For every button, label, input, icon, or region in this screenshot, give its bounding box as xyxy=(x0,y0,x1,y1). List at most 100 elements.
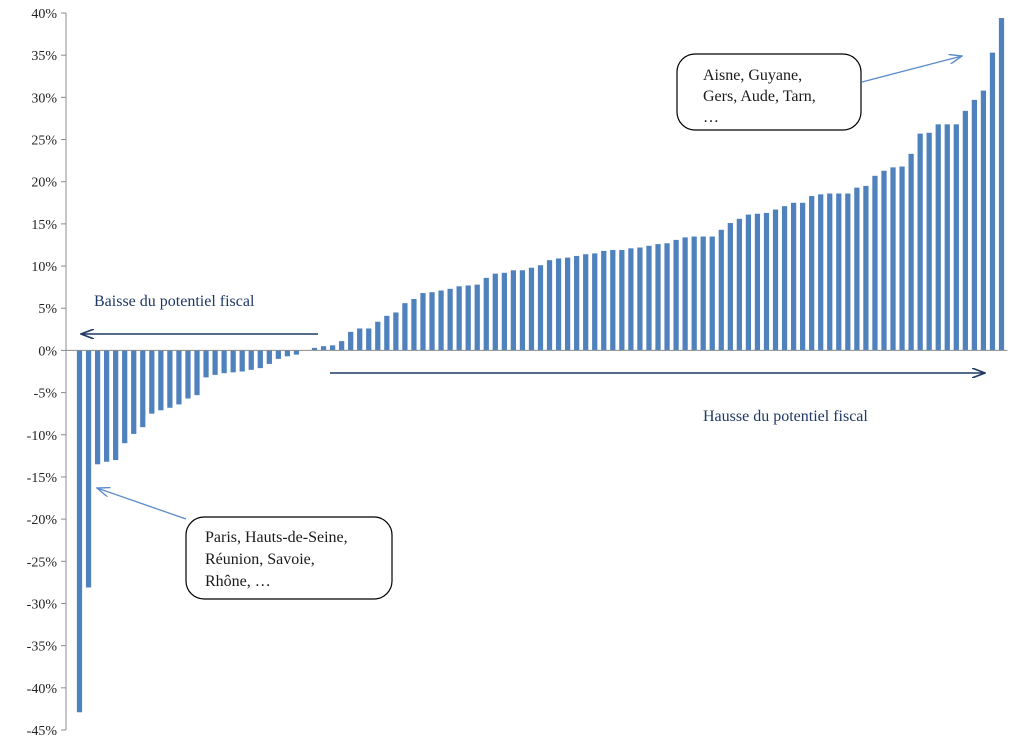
bar xyxy=(908,153,914,351)
y-tick-label: -15% xyxy=(27,471,58,486)
bar xyxy=(555,258,562,351)
bar xyxy=(754,213,761,351)
y-tick-label: -30% xyxy=(27,597,58,612)
bar xyxy=(709,236,715,351)
callout-bottom-line-3: Rhône, … xyxy=(205,573,271,590)
bar xyxy=(881,170,887,351)
y-tick-label: 40% xyxy=(31,7,57,22)
bar xyxy=(827,193,833,351)
hausse-label: Hausse du potentiel fiscal xyxy=(703,408,868,425)
bar xyxy=(519,270,526,351)
bar xyxy=(339,341,345,351)
bar xyxy=(158,350,164,411)
bar xyxy=(122,350,128,444)
bar xyxy=(257,350,263,369)
bar xyxy=(131,350,137,434)
bar xyxy=(140,350,146,428)
bar xyxy=(926,132,932,351)
bar xyxy=(248,350,254,370)
bar xyxy=(691,236,697,351)
bar xyxy=(438,290,444,351)
bar xyxy=(619,250,625,351)
bar xyxy=(574,255,580,351)
bar xyxy=(763,212,770,351)
bar xyxy=(790,202,797,351)
bar xyxy=(384,315,390,351)
bar xyxy=(610,250,616,351)
y-tick-label: 35% xyxy=(31,49,57,64)
bar xyxy=(510,270,516,351)
bar xyxy=(76,350,83,713)
bar xyxy=(836,193,842,351)
callout-bottom: Paris, Hauts-de-Seine, Réunion, Savoie, … xyxy=(97,488,393,600)
bar xyxy=(818,194,824,351)
baisse-label: Baisse du potentiel fiscal xyxy=(94,293,255,310)
bar xyxy=(601,250,607,351)
y-tick-label: 30% xyxy=(31,91,57,106)
bar xyxy=(185,350,191,399)
bars-layer xyxy=(66,18,1008,713)
bar xyxy=(637,247,643,351)
bar xyxy=(320,346,327,351)
y-tick-label: 0% xyxy=(38,344,57,359)
callout-bottom-line-2: Réunion, Savoie, xyxy=(205,551,315,568)
y-tick-label: -10% xyxy=(27,429,58,444)
bar xyxy=(113,350,119,461)
bar xyxy=(854,187,860,351)
y-tick-label: -40% xyxy=(27,682,58,697)
bar xyxy=(528,267,535,351)
bar xyxy=(917,133,923,351)
y-tick-label: -25% xyxy=(27,555,58,570)
bar xyxy=(447,288,453,351)
bar xyxy=(94,350,101,465)
bar xyxy=(781,206,788,351)
y-tick-label: -35% xyxy=(27,640,58,655)
y-tick-label: -45% xyxy=(27,724,58,739)
bar xyxy=(239,350,245,372)
bar xyxy=(809,196,815,351)
bar xyxy=(393,312,399,351)
bar xyxy=(284,350,291,357)
callout-top-arrow xyxy=(861,56,962,83)
bar xyxy=(357,328,363,351)
bar xyxy=(293,350,300,355)
bar xyxy=(953,124,959,351)
bar xyxy=(501,272,507,351)
bar xyxy=(845,193,851,351)
bar xyxy=(474,284,480,351)
bar xyxy=(230,350,236,373)
bar xyxy=(890,167,896,351)
bar xyxy=(899,166,905,351)
bar xyxy=(980,90,987,351)
bar xyxy=(745,214,752,351)
bar xyxy=(628,248,634,351)
y-tick-label: 15% xyxy=(31,218,57,233)
bar xyxy=(420,293,426,351)
y-tick-label: 25% xyxy=(31,134,57,149)
bar xyxy=(800,202,806,351)
bar xyxy=(429,292,435,351)
bar xyxy=(212,350,218,375)
callout-top-line-1: Aisne, Guyane, xyxy=(703,67,802,84)
bar xyxy=(402,303,408,351)
bar xyxy=(700,236,706,351)
y-tick-label: 5% xyxy=(38,302,57,317)
bar xyxy=(736,218,742,351)
bar xyxy=(772,209,779,351)
bar xyxy=(718,229,724,351)
bar xyxy=(565,257,571,351)
bar xyxy=(962,110,968,351)
y-tick-label: 20% xyxy=(31,176,57,191)
callout-top-line-3: … xyxy=(703,109,719,126)
bar xyxy=(275,350,281,359)
bar xyxy=(85,350,92,588)
bar xyxy=(203,350,209,378)
bar xyxy=(176,350,182,405)
bar xyxy=(149,350,155,414)
axis-layer xyxy=(61,12,67,731)
y-tick-label: -5% xyxy=(34,387,58,402)
bar xyxy=(682,237,688,351)
bar xyxy=(863,185,869,351)
bar xyxy=(546,260,553,351)
